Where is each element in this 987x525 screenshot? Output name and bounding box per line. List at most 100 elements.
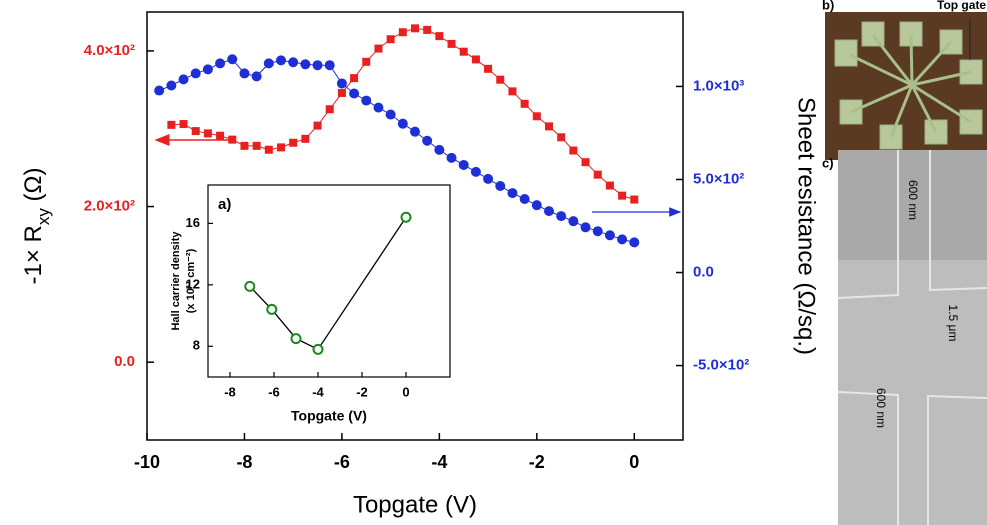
marker (520, 99, 529, 108)
y-axis-label-part: -1× R (20, 225, 47, 284)
x-tick-label: -6 (334, 452, 350, 472)
marker (373, 102, 384, 113)
marker (276, 55, 286, 66)
marker (179, 120, 188, 129)
y-tick-label: 16 (186, 215, 200, 230)
marker (400, 211, 412, 223)
optical-image (825, 12, 987, 160)
y-axis-label: Hall carrier density (170, 231, 182, 331)
marker (470, 166, 481, 177)
marker (350, 74, 359, 83)
marker (167, 120, 176, 129)
scale-label: 1.5 μm (946, 305, 960, 342)
marker (244, 280, 256, 292)
inset-chart: -8 -6 -4 -2 0 8 12 16 Topgate (V) a) Hall carrier … (170, 184, 451, 424)
marker (325, 105, 334, 114)
x-axis-label: Topgate (V) (291, 408, 367, 424)
marker (385, 109, 396, 120)
marker (507, 188, 518, 199)
marker (264, 145, 273, 154)
marker (301, 134, 310, 143)
marker (190, 68, 201, 79)
x-tick-label: 0 (402, 384, 409, 399)
marker (580, 222, 591, 233)
marker (290, 333, 302, 345)
marker (618, 191, 627, 200)
marker (531, 200, 542, 211)
y-tick-label: 0.0 (114, 353, 135, 370)
marker (519, 194, 530, 205)
marker (215, 58, 226, 69)
x-tick-label: -2 (529, 452, 545, 472)
scale-label: 600 nm (906, 180, 920, 220)
marker (386, 35, 395, 44)
marker (508, 87, 517, 96)
x-tick-label: -2 (356, 384, 368, 399)
marker (337, 88, 346, 97)
marker (604, 230, 615, 241)
marker (240, 141, 249, 150)
marker (397, 118, 408, 129)
y-tick-label: 2.0×10² (84, 198, 135, 215)
panel-label: b) (822, 0, 834, 12)
y2-axis-label: Sheet resistance (Ω/sq.) (793, 97, 820, 355)
marker (592, 226, 603, 237)
marker (277, 143, 285, 152)
y-axis-label: -1× Rxy (Ω) (20, 168, 53, 285)
marker (458, 159, 469, 170)
marker (227, 54, 238, 65)
marker (446, 152, 457, 163)
plot-frame (207, 184, 451, 378)
scale-label: 600 nm (874, 388, 888, 428)
marker (423, 25, 432, 34)
y2-tick-label: 5.0×10² (693, 170, 744, 187)
marker (545, 122, 553, 131)
marker (154, 85, 165, 96)
y-tick-label: 4.0×10² (84, 42, 135, 59)
marker (435, 32, 444, 41)
x-tick-label: -4 (431, 452, 447, 472)
marker (266, 303, 278, 315)
marker (411, 24, 419, 33)
marker (629, 237, 640, 248)
inset-label: a) (218, 196, 231, 213)
marker (191, 127, 200, 136)
y-axis-label-part: xy (34, 208, 53, 226)
marker (459, 47, 468, 56)
marker (593, 170, 602, 179)
marker (434, 144, 445, 155)
sem-image (837, 150, 987, 525)
marker (471, 55, 480, 64)
marker (216, 131, 225, 140)
marker (483, 173, 494, 184)
marker (374, 44, 383, 53)
x-tick-label: -4 (312, 384, 324, 399)
marker (362, 57, 371, 66)
marker (447, 39, 456, 48)
x-tick-label: -10 (134, 452, 160, 472)
y-tick-label: 12 (186, 276, 200, 291)
image-annotation: Top gate (937, 0, 986, 12)
y2-tick-label: -5.0×10² (693, 357, 749, 374)
y-axis-label: (x 10¹¹ cm⁻²) (185, 248, 197, 313)
marker (239, 68, 250, 79)
y2-tick-label: 1.0×10³ (693, 77, 744, 94)
marker (288, 57, 299, 68)
marker (557, 133, 566, 142)
marker (410, 126, 420, 137)
y-axis-label-part: (Ω) (20, 168, 47, 209)
marker (617, 234, 628, 245)
marker (178, 74, 189, 85)
marker (289, 138, 298, 147)
x-axis-label: Topgate (V) (353, 491, 477, 518)
marker (312, 60, 323, 71)
panel-label: c) (822, 155, 834, 170)
marker (398, 28, 407, 37)
marker (349, 88, 360, 99)
marker (544, 206, 554, 217)
marker (324, 60, 335, 71)
marker (496, 75, 505, 84)
marker (581, 158, 590, 167)
x-tick-label: -8 (236, 452, 252, 472)
